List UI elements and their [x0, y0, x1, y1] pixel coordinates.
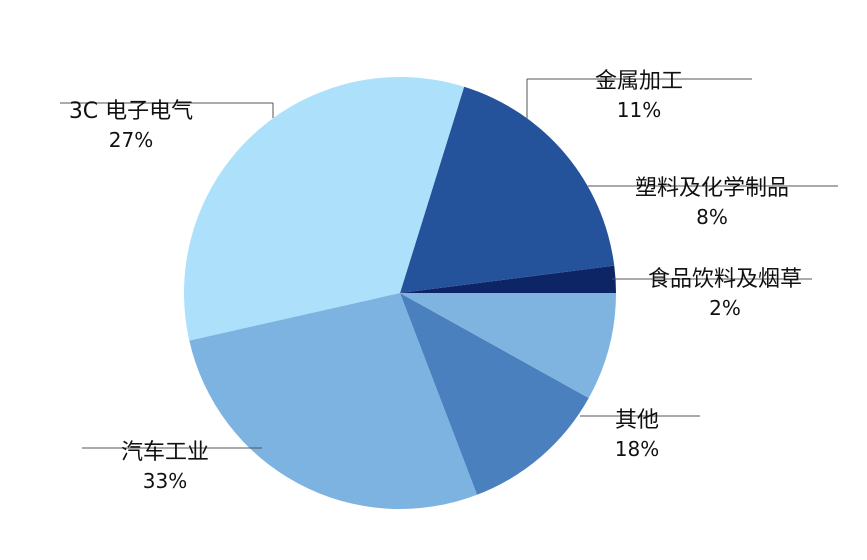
- pie-slice: [400, 86, 615, 294]
- slice-label: 食品饮料及烟草: [648, 267, 802, 292]
- slice-label: 3C 电子电气: [69, 99, 193, 124]
- slice-percent-label: 8%: [696, 205, 728, 229]
- pie-slices: [184, 77, 616, 510]
- slice-percent-label: 11%: [617, 98, 661, 122]
- slice-label: 塑料及化学制品: [635, 176, 789, 201]
- slice-labels: 食品饮料及烟草 2% 其他 18% 汽车工业 33% 3C 电子电气 27% 金属加工 11% 塑料…: [69, 69, 802, 493]
- leader-lines: [60, 78, 838, 449]
- pie-slice: [400, 293, 589, 495]
- pie-slice: [400, 293, 616, 399]
- slice-percent-label: 33%: [143, 469, 187, 493]
- slice-label: 金属加工: [595, 69, 683, 94]
- pie-slice: [189, 293, 478, 510]
- slice-percent-label: 2%: [709, 296, 741, 320]
- slice-label: 汽车工业: [121, 440, 209, 465]
- slice-label: 其他: [615, 408, 659, 433]
- slice-percent-label: 18%: [615, 437, 659, 461]
- pie-slice: [400, 265, 616, 293]
- slice-percent-label: 27%: [109, 128, 153, 152]
- pie-slice: [184, 77, 465, 341]
